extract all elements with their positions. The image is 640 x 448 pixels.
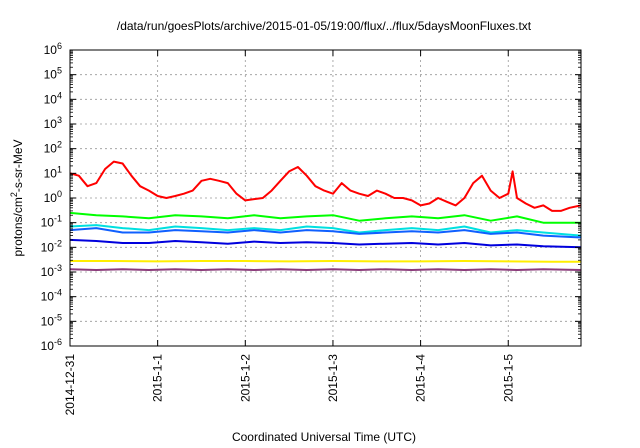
y-tick-label: 102 [44, 140, 62, 156]
y-tick-base: 10 [41, 265, 55, 279]
y-tick-base: 10 [44, 68, 58, 82]
y-axis-label-sup: 2 [9, 192, 19, 197]
y-tick-label: 105 [44, 66, 62, 82]
y-tick-base: 10 [41, 216, 55, 230]
y-tick-label: 100 [44, 189, 62, 205]
chart-title: /data/run/goesPlots/archive/2015-01-05/1… [117, 19, 532, 33]
y-tick-label: 101 [44, 164, 62, 180]
y-axis-label: protons/cm2-s-sr-MeV [9, 139, 25, 256]
x-axis-label: Coordinated Universal Time (UTC) [232, 430, 416, 444]
y-tick-label: 10-6 [41, 337, 62, 353]
series-line-5 [69, 238, 582, 249]
y-tick-label: 104 [44, 90, 62, 106]
y-tick-label: 10-1 [41, 214, 62, 230]
y-tick-base: 10 [44, 43, 58, 57]
y-axis-ticks: 10610510410310210110010-110-210-310-410-… [41, 41, 581, 353]
y-tick-base: 10 [44, 117, 58, 131]
x-tick-label: 2015-1-3 [326, 354, 340, 402]
y-axis-label-pre: protons/cm [11, 197, 25, 256]
y-tick-exp: -4 [54, 288, 62, 298]
y-tick-exp: 1 [57, 164, 62, 174]
x-tick-label: 2015-1-4 [414, 354, 428, 402]
y-tick-exp: -3 [54, 263, 62, 273]
y-tick-exp: 3 [57, 115, 62, 125]
series-layer [69, 160, 582, 271]
y-tick-exp: 2 [57, 140, 62, 150]
y-tick-base: 10 [41, 290, 55, 304]
y-tick-exp: 0 [57, 189, 62, 199]
y-tick-base: 10 [44, 142, 58, 156]
y-tick-base: 10 [41, 314, 55, 328]
y-axis-label-post: -s-sr-MeV [11, 139, 25, 192]
y-tick-label: 103 [44, 115, 62, 131]
y-tick-label: 10-2 [41, 238, 62, 254]
y-tick-exp: 6 [57, 41, 62, 51]
series-line-6 [70, 260, 581, 263]
y-tick-exp: -2 [54, 238, 62, 248]
grid-lines [70, 50, 581, 346]
y-tick-label: 106 [44, 41, 62, 57]
y-tick-exp: -1 [54, 214, 62, 224]
x-tick-label: 2015-1-5 [501, 354, 515, 402]
y-tick-label: 10-4 [41, 288, 62, 304]
y-tick-label: 10-3 [41, 263, 62, 279]
y-tick-base: 10 [44, 191, 58, 205]
x-tick-label: 2015-1-2 [238, 354, 252, 402]
y-tick-label: 10-5 [41, 312, 62, 328]
x-tick-label: 2014-12-31 [63, 354, 77, 416]
y-tick-exp: 5 [57, 66, 62, 76]
y-tick-exp: 4 [57, 90, 62, 100]
x-tick-label: 2015-1-1 [151, 354, 165, 402]
y-tick-exp: -6 [54, 337, 62, 347]
series-line-1 [69, 160, 582, 212]
y-tick-base: 10 [41, 240, 55, 254]
series-line-3 [69, 224, 582, 237]
y-tick-base: 10 [41, 339, 55, 353]
y-tick-exp: -5 [54, 312, 62, 322]
series-line-2 [69, 211, 581, 224]
series-line-7 [69, 268, 582, 271]
x-axis-ticks: 2014-12-31 2015-1-1 2015-1-2 2015-1-3 2015-1… [63, 50, 515, 415]
series-line-4 [69, 227, 582, 239]
y-tick-base: 10 [44, 166, 58, 180]
y-tick-base: 10 [44, 92, 58, 106]
